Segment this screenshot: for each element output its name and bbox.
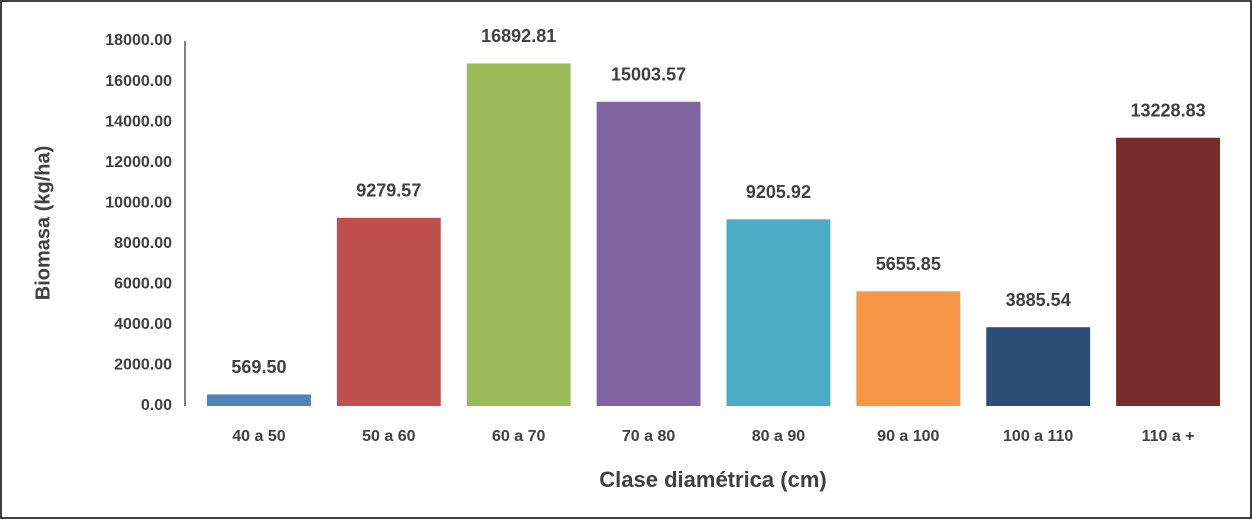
bar bbox=[466, 63, 571, 406]
value-label: 9279.57 bbox=[356, 181, 421, 201]
value-label: 13228.83 bbox=[1131, 100, 1206, 120]
x-tick-label: 50 a 60 bbox=[362, 428, 415, 445]
y-tick-label: 4000.00 bbox=[114, 316, 172, 333]
x-tick-label: 90 a 100 bbox=[877, 428, 939, 445]
value-label: 5655.85 bbox=[876, 254, 941, 274]
value-label: 15003.57 bbox=[611, 65, 686, 85]
value-label: 3885.54 bbox=[1006, 290, 1071, 310]
x-tick-label: 70 a 80 bbox=[622, 428, 675, 445]
value-label: 9205.92 bbox=[746, 182, 811, 202]
bar bbox=[596, 101, 701, 407]
y-tick-label: 18000.00 bbox=[105, 32, 172, 49]
bar bbox=[336, 217, 441, 406]
x-tick-label: 110 a + bbox=[1142, 428, 1195, 445]
y-tick-label: 16000.00 bbox=[105, 73, 172, 90]
y-tick-label: 6000.00 bbox=[114, 276, 172, 293]
y-tick-label: 14000.00 bbox=[105, 113, 172, 130]
bar bbox=[986, 327, 1091, 406]
value-label: 16892.81 bbox=[481, 26, 556, 46]
y-tick-label: 0.00 bbox=[141, 397, 172, 414]
value-label: 569.50 bbox=[231, 357, 286, 377]
x-tick-label: 60 a 70 bbox=[492, 428, 545, 445]
y-tick-label: 12000.00 bbox=[105, 154, 172, 171]
bar bbox=[1116, 137, 1221, 406]
x-tick-label: 80 a 90 bbox=[752, 428, 805, 445]
y-tick-label: 10000.00 bbox=[105, 194, 172, 211]
x-tick-label: 100 a 110 bbox=[1003, 428, 1073, 445]
bar bbox=[206, 394, 311, 406]
y-axis-label: Biomasa (kg/ha) bbox=[32, 146, 54, 300]
bar bbox=[726, 219, 831, 406]
bar bbox=[856, 291, 961, 406]
x-tick-label: 40 a 50 bbox=[232, 428, 285, 445]
y-tick-label: 8000.00 bbox=[114, 235, 172, 252]
y-tick-label: 2000.00 bbox=[114, 357, 172, 374]
x-axis-label: Clase diamétrica (cm) bbox=[599, 467, 826, 492]
